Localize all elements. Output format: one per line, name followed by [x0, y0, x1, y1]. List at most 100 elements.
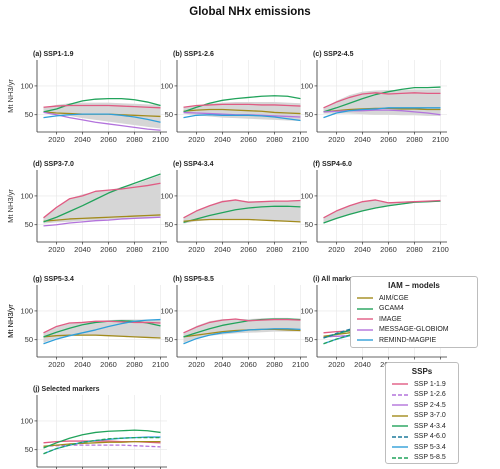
- legend-swatch: [357, 308, 373, 310]
- series-line-gcam4: [43, 173, 161, 223]
- series-line-ssp4-3-4: [43, 429, 161, 449]
- y-tick-label: 100: [160, 306, 173, 315]
- x-tick-label: 2080: [266, 360, 283, 369]
- legend-item: SSP 1-2.6: [386, 390, 458, 401]
- x-tick-label: 2020: [188, 245, 205, 254]
- series-line-aim-cge: [43, 334, 161, 339]
- panel-title: (b) SSP1-2.6: [173, 51, 214, 58]
- y-tick-label: 50: [165, 335, 173, 344]
- legend-item: SSP 4-6.0: [386, 432, 458, 443]
- chart-panel: (d) SSP3-7.0 50 100 2020 2040 2060 2080 2100 Mt …: [6, 161, 169, 254]
- panels: (a) SSP1-1.9 50 100 2020 2040 2060 2080 2100 Mt …: [6, 51, 449, 469]
- x-tick-label: 2060: [380, 245, 397, 254]
- y-tick-label: 50: [305, 220, 313, 229]
- series-line-image: [43, 320, 161, 334]
- chart-panel: (c) SSP2-4.5 50 100 2020 2040 2060 2080 2100: [300, 51, 448, 144]
- series-line-aim-cge: [183, 218, 301, 223]
- legend-item: SSP 4-3.4: [386, 421, 458, 432]
- panel-title: (j) Selected markers: [33, 386, 100, 393]
- x-tick-label: 2040: [354, 135, 371, 144]
- x-tick-label: 2020: [48, 245, 65, 254]
- legend-item: GCAM4: [351, 304, 477, 315]
- y-tick-label: 100: [300, 306, 313, 315]
- legend-label: REMIND-MAGPIE: [379, 336, 437, 344]
- series-line-message-globiom: [43, 216, 161, 227]
- series-line-remind-magpie: [43, 318, 161, 345]
- x-tick-label: 2080: [126, 245, 143, 254]
- x-tick-label: 2040: [214, 245, 231, 254]
- legend-label: SSP 2-4.5: [414, 401, 446, 409]
- legend-ssps-items: SSP 1-1.9 SSP 1-2.6 SSP 2-4.5 SSP 3-7.0 SSP …: [386, 379, 458, 463]
- legend-swatch: [392, 457, 408, 459]
- series-line-remind-magpie: [323, 107, 441, 119]
- series-line-image: [183, 318, 301, 334]
- series-line-image: [323, 92, 441, 109]
- x-tick-label: 2060: [240, 245, 257, 254]
- x-tick-label: 2080: [406, 135, 423, 144]
- y-tick-label: 100: [160, 191, 173, 200]
- x-tick-label: 2040: [354, 245, 371, 254]
- legend-item: SSP 1-1.9: [386, 379, 458, 390]
- panel-title: (e) SSP4-3.4: [173, 161, 214, 168]
- legend-swatch: [357, 339, 373, 341]
- x-tick-label: 2060: [380, 135, 397, 144]
- x-tick-label: 2080: [406, 245, 423, 254]
- panel-title: (a) SSP1-1.9: [33, 51, 74, 58]
- y-axis-label: Mt NH3/yr: [6, 304, 15, 338]
- x-tick-label: 2100: [432, 135, 449, 144]
- legend-swatch: [392, 446, 408, 448]
- x-tick-label: 2100: [152, 360, 169, 369]
- series-line-aim-cge: [43, 214, 161, 222]
- y-tick-label: 50: [305, 110, 313, 119]
- legend-label: SSP 1-1.9: [414, 380, 446, 388]
- x-tick-label: 2100: [292, 360, 309, 369]
- series-line-gcam4: [183, 205, 301, 224]
- legend-item: SSP 5-8.5: [386, 453, 458, 464]
- chart-panel: (g) SSP5-3.4 50 100 2020 2040 2060 2080 2100 Mt …: [6, 276, 169, 369]
- legend-swatch: [357, 318, 373, 320]
- legend-item: AIM/CGE: [351, 293, 477, 304]
- x-tick-label: 2020: [188, 135, 205, 144]
- y-tick-label: 100: [20, 416, 33, 425]
- series-line-image: [183, 199, 301, 219]
- legend-models-title: IAM − models: [388, 281, 440, 290]
- series-line-message-globiom: [323, 109, 441, 116]
- x-tick-label: 2100: [152, 135, 169, 144]
- legend-label: SSP 1-2.6: [414, 391, 446, 399]
- y-tick-label: 50: [25, 220, 33, 229]
- series-line-ssp3-7-0: [43, 441, 161, 447]
- y-tick-label: 100: [20, 306, 33, 315]
- x-tick-label: 2040: [74, 360, 91, 369]
- panel-title: (h) SSP5-8.5: [173, 276, 214, 283]
- y-tick-label: 100: [20, 191, 33, 200]
- x-tick-label: 2040: [354, 360, 371, 369]
- figure-title: Global NHx emissions: [189, 6, 310, 18]
- model-range-band: [43, 102, 161, 129]
- y-tick-label: 50: [25, 445, 33, 454]
- legend-item: REMIND-MAGPIE: [351, 335, 477, 346]
- series-line-image: [183, 103, 301, 108]
- x-tick-label: 2080: [266, 245, 283, 254]
- x-tick-label: 2080: [266, 135, 283, 144]
- y-tick-label: 50: [25, 110, 33, 119]
- x-tick-label: 2080: [126, 360, 143, 369]
- x-tick-label: 2020: [328, 360, 345, 369]
- legend-label: SSP 4-3.4: [414, 422, 446, 430]
- legend-label: IMAGE: [379, 315, 402, 323]
- legend-swatch: [392, 425, 408, 427]
- series-line-remind-magpie: [183, 328, 301, 345]
- legend-label: SSP 5-8.5: [414, 454, 446, 462]
- legend-item: MESSAGE-GLOBIOM: [351, 325, 477, 336]
- series-line-remind-magpie: [183, 114, 301, 122]
- legend-label: MESSAGE-GLOBIOM: [379, 326, 449, 334]
- x-tick-label: 2040: [214, 360, 231, 369]
- legend-item: SSP 2-4.5: [386, 400, 458, 411]
- x-tick-label: 2020: [48, 135, 65, 144]
- x-tick-label: 2020: [328, 245, 345, 254]
- legend-ssps-title: SSPs: [411, 367, 433, 376]
- legend-item: IMAGE: [351, 314, 477, 325]
- x-tick-label: 2040: [74, 135, 91, 144]
- legend-ssps: SSPs SSP 1-1.9 SSP 1-2.6 SSP 2-4.5 SSP 3-7.…: [385, 362, 459, 464]
- y-tick-label: 100: [300, 81, 313, 90]
